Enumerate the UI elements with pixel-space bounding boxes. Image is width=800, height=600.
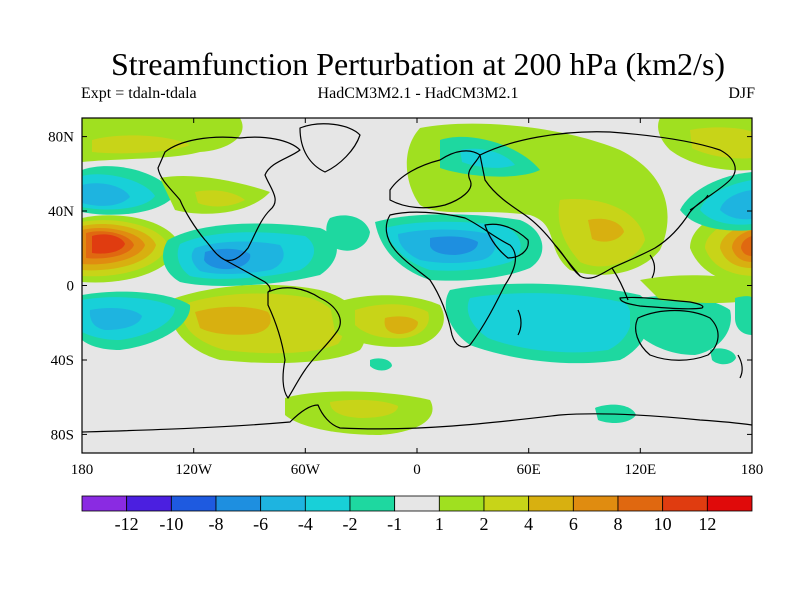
colorbar-box-7 bbox=[394, 495, 440, 512]
contour-atlantic-negative bbox=[326, 215, 370, 251]
coast-philippines bbox=[649, 254, 656, 279]
coastlines bbox=[82, 123, 752, 433]
coast-madagascar bbox=[517, 309, 522, 336]
colorbar-box-6 bbox=[349, 495, 396, 512]
coast-central-america bbox=[224, 259, 271, 293]
colorbar-label-5: -2 bbox=[343, 514, 358, 534]
lat-label-80s: 80S bbox=[51, 427, 74, 443]
contour-npac-positive-6 bbox=[92, 234, 125, 254]
lat-label-0: 0 bbox=[67, 279, 75, 295]
colorbar-box-0 bbox=[81, 495, 128, 512]
coast-indonesia bbox=[619, 296, 704, 310]
lon-label-180e: 180 bbox=[741, 462, 764, 478]
colorbar-box-4 bbox=[260, 495, 306, 512]
lon-axis bbox=[81, 118, 753, 453]
coast-south-america bbox=[267, 287, 341, 399]
coast-india bbox=[554, 244, 581, 277]
colorbar-label-11: 8 bbox=[614, 514, 623, 534]
lon-labels: 180 120W 60W 0 60E 120E 180 bbox=[71, 462, 764, 478]
contour-indian-negative-2 bbox=[467, 293, 632, 353]
coast-asia bbox=[479, 131, 736, 279]
contour-nepac-negative-3 bbox=[720, 190, 752, 220]
colorbar-label-3: -6 bbox=[253, 514, 268, 534]
contour-aus-negative bbox=[630, 295, 731, 355]
coast-africa bbox=[385, 211, 517, 348]
colorbar-box-2 bbox=[170, 495, 217, 512]
colorbar bbox=[81, 495, 753, 512]
contour-small-blob bbox=[710, 348, 736, 365]
lat-label-40s: 40S bbox=[51, 353, 74, 369]
lat-label-80n: 80N bbox=[48, 130, 74, 146]
colorbar-box-11 bbox=[572, 495, 619, 512]
contour-fills bbox=[82, 118, 752, 435]
colorbar-box-13 bbox=[662, 495, 708, 512]
colorbar-label-9: 4 bbox=[524, 514, 533, 534]
contour-se-pac-negative bbox=[735, 296, 752, 335]
contour-arctic-east-positive-inner bbox=[690, 127, 752, 159]
coast-japan bbox=[689, 194, 709, 211]
lat-axis bbox=[82, 136, 752, 435]
colorbar-label-0: -12 bbox=[115, 514, 139, 534]
lat-label-40n: 40N bbox=[48, 204, 74, 220]
contour-eurasia-green-inner bbox=[460, 148, 515, 168]
colorbar-box-3 bbox=[215, 495, 262, 512]
colorbar-box-9 bbox=[483, 495, 530, 512]
colorbar-label-10: 6 bbox=[569, 514, 578, 534]
colorbar-box-10 bbox=[528, 495, 574, 512]
model-label: HadCM3M2.1 - HadCM3M2.1 bbox=[317, 85, 519, 102]
contour-africa-negative-4 bbox=[430, 236, 478, 255]
contour-npac-negative-inner bbox=[82, 183, 130, 206]
colorbar-labels: -12 -10 -8 -6 -4 -2 -1 1 2 4 6 8 10 12 bbox=[115, 514, 717, 534]
lon-label-180w: 180 bbox=[71, 462, 94, 478]
colorbar-label-2: -8 bbox=[209, 514, 224, 534]
colorbar-box-14 bbox=[706, 495, 753, 512]
contour-satl-positive-3 bbox=[384, 316, 418, 334]
coast-australia bbox=[635, 309, 719, 361]
colorbar-label-13: 12 bbox=[698, 514, 716, 534]
colorbar-box-5 bbox=[304, 495, 351, 512]
contour-eurasia-positive-3 bbox=[588, 218, 624, 242]
contour-arctic-pacific-positive-inner bbox=[92, 135, 190, 154]
plot-title: Streamfunction Perturbation at 200 hPa (… bbox=[110, 46, 726, 82]
colorbar-box-12 bbox=[617, 495, 664, 512]
lon-label-60e: 60E bbox=[517, 462, 541, 478]
coast-greenland bbox=[299, 123, 361, 173]
colorbar-label-4: -4 bbox=[298, 514, 313, 534]
contour-antarctic-positive-2 bbox=[330, 399, 398, 418]
lon-label-120w: 120W bbox=[175, 462, 213, 478]
contour-namerica-positive-inner bbox=[195, 190, 245, 207]
contour-spac-negative-3 bbox=[89, 308, 142, 330]
coast-antarctica bbox=[82, 404, 752, 433]
experiment-label: Expt = tdaln-tdala bbox=[81, 85, 197, 102]
contour-antarctic-green-2 bbox=[370, 358, 392, 371]
colorbar-label-6: -1 bbox=[387, 514, 402, 534]
coast-north-america bbox=[157, 136, 301, 262]
colorbar-label-12: 10 bbox=[654, 514, 672, 534]
contour-sam-positive-3 bbox=[195, 306, 271, 335]
lon-label-120e: 120E bbox=[624, 462, 656, 478]
colorbar-label-8: 2 bbox=[480, 514, 489, 534]
lat-labels: 80N 40N 0 40S 80S bbox=[48, 130, 74, 444]
colorbar-label-7: 1 bbox=[435, 514, 444, 534]
contour-aus-positive bbox=[640, 275, 752, 304]
contour-wpac-positive-5 bbox=[741, 236, 752, 256]
lon-label-0: 0 bbox=[413, 462, 421, 478]
colorbar-label-1: -10 bbox=[159, 514, 183, 534]
colorbar-box-8 bbox=[438, 495, 485, 512]
contour-camerica-negative-4 bbox=[204, 248, 251, 270]
lon-label-60w: 60W bbox=[291, 462, 321, 478]
colorbar-box-1 bbox=[126, 495, 172, 512]
coast-europe bbox=[389, 150, 481, 209]
coast-new-zealand bbox=[737, 354, 743, 379]
season-label: DJF bbox=[728, 85, 755, 102]
coast-arabia bbox=[484, 223, 529, 259]
